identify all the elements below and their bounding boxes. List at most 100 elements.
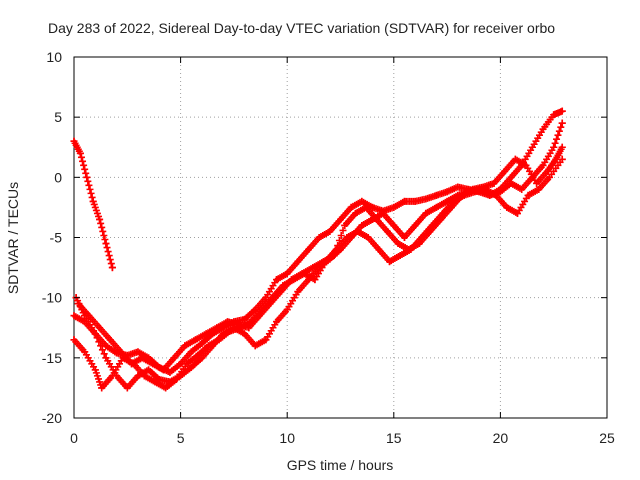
data-point — [552, 155, 560, 163]
data-point — [411, 221, 419, 229]
data-point — [273, 318, 281, 326]
data-point — [347, 203, 355, 211]
data-point — [511, 155, 519, 163]
data-point — [400, 197, 408, 205]
data-point — [287, 276, 295, 284]
data-point — [98, 384, 106, 392]
x-tick-label: 15 — [386, 430, 402, 446]
data-point — [390, 221, 398, 229]
data-point — [305, 246, 313, 254]
data-point — [194, 351, 202, 359]
data-point — [277, 288, 285, 296]
data-point — [543, 167, 551, 175]
data-point — [358, 197, 366, 205]
data-point — [266, 300, 274, 308]
data-point — [358, 221, 366, 229]
data-point — [394, 240, 402, 248]
data-point — [172, 375, 180, 383]
data-point — [375, 246, 383, 254]
data-point — [273, 276, 281, 284]
data-point — [535, 185, 543, 193]
data-point — [70, 336, 78, 344]
data-point — [522, 161, 530, 169]
data-point — [315, 234, 323, 241]
data-point — [539, 161, 547, 169]
data-point — [507, 173, 515, 181]
data-point — [117, 348, 125, 356]
data-point — [262, 294, 270, 302]
series-track-5 — [74, 143, 566, 374]
data-point — [319, 258, 327, 266]
series-track-1 — [70, 137, 116, 272]
data-point — [187, 363, 195, 371]
data-point — [396, 252, 404, 260]
data-point — [447, 203, 455, 211]
y-tick-label: 0 — [54, 169, 62, 185]
data-point — [89, 197, 97, 205]
x-tick-label: 20 — [493, 430, 509, 446]
data-point — [134, 372, 142, 380]
data-point — [337, 215, 344, 223]
data-point — [234, 320, 242, 328]
data-point — [558, 119, 566, 127]
data-point — [490, 179, 498, 187]
data-point — [507, 179, 515, 187]
data-point — [469, 185, 477, 193]
data-point — [528, 143, 536, 151]
data-point — [145, 366, 153, 374]
data-point — [255, 312, 263, 320]
data-point — [426, 227, 434, 235]
data-point — [108, 264, 116, 272]
data-point — [128, 360, 136, 368]
data-point — [170, 354, 178, 362]
data-point — [106, 336, 114, 344]
data-point — [443, 197, 451, 205]
data-point — [91, 366, 99, 374]
data-point — [432, 191, 440, 199]
data-point — [437, 215, 445, 223]
data-point — [492, 191, 500, 199]
data-point — [309, 264, 317, 272]
data-point — [166, 368, 174, 376]
data-point — [539, 125, 547, 133]
data-point — [202, 330, 210, 338]
data-point — [283, 306, 291, 314]
data-point — [198, 339, 206, 347]
data-point — [134, 348, 142, 356]
data-point — [183, 360, 191, 368]
data-point — [341, 221, 349, 229]
data-point — [215, 336, 223, 344]
data-point — [343, 234, 351, 241]
data-point — [70, 137, 78, 145]
data-point — [192, 336, 200, 344]
data-point — [326, 227, 334, 235]
data-point — [518, 185, 526, 193]
data-point — [162, 384, 170, 392]
data-point — [454, 183, 462, 191]
x-tick-label: 0 — [70, 430, 78, 446]
data-point — [432, 203, 440, 211]
data-point — [379, 209, 387, 217]
y-tick-label: -15 — [42, 350, 62, 366]
data-point — [443, 188, 451, 196]
data-point — [503, 203, 511, 211]
data-point — [364, 234, 372, 241]
y-tick-label: 5 — [54, 109, 62, 125]
data-point — [362, 203, 370, 211]
data-point — [501, 167, 509, 175]
data-point — [241, 315, 249, 323]
x-tick-label: 10 — [279, 430, 295, 446]
data-point — [204, 342, 212, 350]
data-point — [224, 318, 232, 326]
data-point — [550, 111, 558, 119]
data-point — [262, 336, 270, 344]
data-point — [513, 209, 521, 217]
data-point — [138, 354, 146, 362]
x-tick-label: 5 — [177, 430, 185, 446]
data-point — [149, 360, 157, 368]
ticks: 0 5 10 15 20 25 -20 -15 -10 -5 0 5 10 — [42, 49, 615, 446]
data-point — [351, 209, 359, 217]
data-point — [102, 354, 110, 362]
data-point — [383, 227, 391, 235]
